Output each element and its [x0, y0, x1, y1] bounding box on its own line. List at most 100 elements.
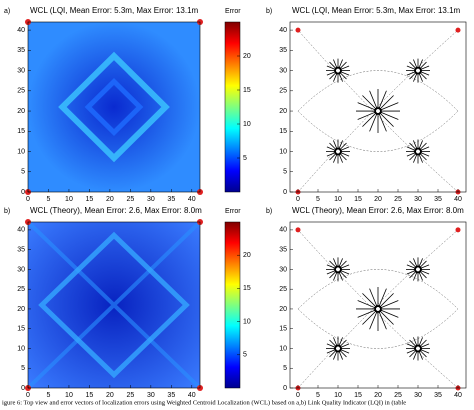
vector-head [419, 267, 422, 270]
panel-label: b) [266, 208, 272, 215]
y-tick-label: 35 [279, 247, 287, 254]
y-tick-label: 40 [279, 27, 287, 34]
x-tick-label: 10 [334, 392, 342, 399]
panel-title: WCL (Theory), Mean Error: 2.6, Max Error… [292, 206, 464, 215]
error-vector [379, 310, 394, 325]
y-tick-label: 15 [279, 128, 287, 135]
y-tick-label: 20 [17, 306, 25, 313]
y-tick-label: 5 [283, 169, 287, 176]
y-tick-label: 40 [17, 227, 25, 234]
error-vector [362, 112, 377, 127]
heatmap-ridge [26, 220, 202, 390]
x-tick-label: 25 [394, 196, 402, 203]
anchor-node [455, 227, 461, 233]
colorbar-tick-label: 20 [243, 53, 251, 60]
y-tick-label: 25 [279, 88, 287, 95]
y-tick-label: 10 [279, 148, 287, 155]
colorbar-tick-label: 5 [243, 352, 247, 359]
error-vector [369, 310, 378, 330]
y-tick-label: 20 [279, 108, 287, 115]
axes-frame [27, 21, 201, 193]
x-tick-label: 10 [65, 392, 73, 399]
vector-head [339, 149, 342, 152]
error-vector [369, 90, 378, 110]
x-tick-label: 40 [188, 196, 196, 203]
error-vector [378, 112, 387, 132]
colorbar [224, 221, 241, 389]
x-tick-label: 30 [414, 392, 422, 399]
colorbar-title: Error [225, 208, 241, 215]
error-vector [378, 288, 387, 308]
x-tick-label: 0 [296, 196, 300, 203]
x-tick-label: 10 [334, 196, 342, 203]
x-tick-label: 40 [454, 392, 462, 399]
panel-title: WCL (LQI, Mean Error: 5.3m, Max Error: 1… [292, 6, 461, 15]
x-tick-label: 35 [434, 196, 442, 203]
y-tick-label: 15 [279, 326, 287, 333]
error-vector [362, 310, 377, 325]
y-tick-label: 20 [17, 108, 25, 115]
y-tick-label: 5 [21, 365, 25, 372]
plot-area [25, 219, 203, 391]
x-tick-label: 15 [354, 196, 362, 203]
y-tick-label: 0 [21, 385, 25, 392]
colorbar-tick-label: 5 [243, 155, 247, 162]
y-tick-label: 15 [17, 128, 25, 135]
error-vector [362, 95, 377, 110]
y-tick-label: 10 [17, 345, 25, 352]
error-vector [379, 95, 394, 110]
x-tick-label: 0 [296, 392, 300, 399]
x-tick-label: 20 [374, 196, 382, 203]
error-vector [369, 288, 378, 308]
y-tick-label: 35 [17, 47, 25, 54]
x-tick-label: 5 [47, 392, 51, 399]
x-tick-label: 30 [414, 196, 422, 203]
x-tick-label: 0 [26, 392, 30, 399]
y-tick-label: 30 [279, 266, 287, 273]
vector-head [339, 346, 342, 349]
heatmap-ridge [84, 77, 144, 137]
vector-head [339, 68, 342, 71]
heatmap-background [28, 22, 200, 192]
x-tick-label: 15 [86, 196, 94, 203]
x-tick-label: 35 [434, 392, 442, 399]
colorbar-tick-label: 20 [243, 252, 251, 259]
error-vector [357, 102, 377, 111]
error-vector [379, 111, 399, 120]
vector-head [379, 306, 382, 309]
vector-head [419, 68, 422, 71]
plot-area [290, 22, 466, 195]
vector-head [339, 267, 342, 270]
error-vector [369, 112, 378, 132]
x-tick-label: 10 [65, 196, 73, 203]
y-tick-label: 5 [283, 365, 287, 372]
error-vector [378, 90, 387, 110]
plot-area [290, 222, 466, 391]
x-tick-label: 5 [316, 196, 320, 203]
plot-area [25, 19, 203, 195]
y-tick-label: 40 [17, 27, 25, 34]
colorbar-tick-label: 15 [243, 285, 251, 292]
x-tick-label: 20 [106, 196, 114, 203]
error-vector [378, 310, 387, 330]
error-vector [357, 309, 377, 318]
y-tick-label: 10 [279, 345, 287, 352]
axes-frame [27, 221, 201, 389]
vector-head [419, 149, 422, 152]
panel-title: WCL (LQI, Mean Error: 5.3m, Max Error: 1… [30, 6, 199, 15]
y-tick-label: 30 [279, 67, 287, 74]
x-tick-label: 20 [106, 392, 114, 399]
x-tick-label: 40 [454, 196, 462, 203]
y-tick-label: 10 [17, 148, 25, 155]
y-tick-label: 20 [279, 306, 287, 313]
y-tick-label: 15 [17, 326, 25, 333]
y-tick-label: 30 [17, 266, 25, 273]
y-tick-label: 25 [17, 286, 25, 293]
colorbar-tick-label: 15 [243, 87, 251, 94]
error-vector [379, 293, 394, 308]
error-vector [362, 293, 377, 308]
y-tick-label: 0 [21, 189, 25, 196]
error-vector [357, 300, 377, 309]
anchor-node [295, 227, 301, 233]
